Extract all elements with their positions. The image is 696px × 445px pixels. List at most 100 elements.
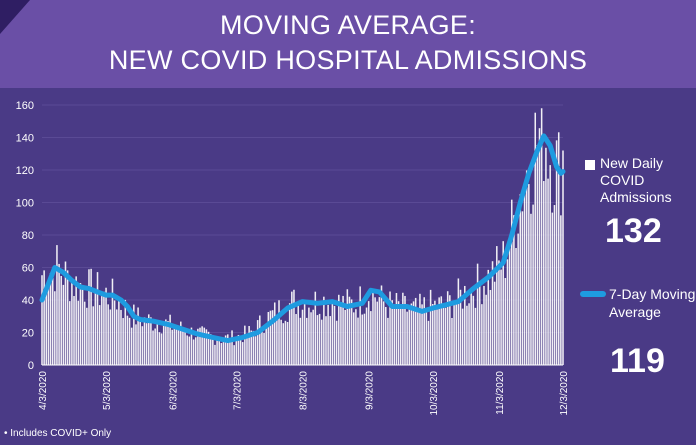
daily-bar bbox=[538, 128, 541, 365]
daily-bar bbox=[137, 307, 139, 365]
daily-bar bbox=[237, 334, 240, 365]
daily-bar bbox=[472, 295, 475, 365]
daily-bar bbox=[224, 335, 227, 365]
daily-bar bbox=[553, 205, 556, 365]
daily-bar bbox=[555, 140, 558, 365]
daily-bar bbox=[333, 305, 336, 365]
daily-bar bbox=[235, 339, 238, 365]
daily-bar bbox=[92, 306, 95, 365]
daily-bar bbox=[402, 292, 404, 365]
daily-bar bbox=[517, 233, 519, 365]
daily-admissions-bars bbox=[41, 108, 564, 365]
daily-bar bbox=[372, 288, 374, 365]
daily-bar bbox=[523, 189, 526, 365]
corner-decoration bbox=[0, 0, 30, 34]
daily-bar bbox=[340, 305, 342, 365]
daily-bar bbox=[557, 132, 560, 365]
daily-bar bbox=[118, 299, 120, 365]
y-tick-label: 160 bbox=[16, 100, 34, 112]
daily-bar bbox=[382, 301, 385, 365]
daily-bar bbox=[207, 331, 210, 365]
daily-bar bbox=[344, 309, 346, 365]
y-tick-label: 80 bbox=[22, 230, 34, 242]
x-tick-label: 10/3/2020 bbox=[429, 371, 440, 416]
daily-bar bbox=[404, 295, 406, 365]
daily-bar bbox=[278, 300, 280, 365]
daily-bar bbox=[543, 181, 545, 365]
daily-bar bbox=[216, 340, 218, 365]
daily-bar bbox=[310, 312, 312, 365]
daily-bar bbox=[536, 145, 539, 365]
daily-bar bbox=[391, 300, 393, 365]
chart-title-line-1: MOVING AVERAGE: bbox=[219, 10, 477, 40]
daily-bar bbox=[389, 291, 391, 365]
daily-bar bbox=[122, 318, 124, 365]
daily-bar bbox=[510, 199, 513, 365]
daily-bar bbox=[133, 304, 135, 365]
daily-bar bbox=[105, 287, 107, 365]
daily-bar bbox=[329, 316, 332, 365]
daily-bar bbox=[233, 345, 235, 365]
daily-bar bbox=[359, 286, 361, 365]
daily-bar bbox=[192, 339, 195, 365]
daily-bar bbox=[197, 328, 199, 365]
daily-bar bbox=[534, 112, 537, 365]
daily-bar bbox=[414, 297, 417, 365]
daily-bar bbox=[453, 305, 455, 365]
title-banner: MOVING AVERAGE: NEW COVID HOSPITAL ADMIS… bbox=[0, 0, 696, 88]
daily-bar bbox=[86, 307, 88, 365]
daily-bar bbox=[273, 302, 276, 365]
daily-bar bbox=[483, 285, 485, 365]
daily-bar bbox=[154, 328, 156, 365]
daily-bar bbox=[493, 281, 496, 365]
daily-bar bbox=[374, 297, 376, 365]
daily-bar bbox=[489, 289, 492, 365]
daily-bar bbox=[261, 328, 263, 365]
daily-bar bbox=[162, 325, 165, 365]
daily-bar bbox=[540, 108, 543, 365]
daily-bar bbox=[98, 305, 101, 365]
daily-bar bbox=[551, 212, 554, 365]
daily-bar bbox=[120, 309, 122, 365]
daily-bar bbox=[54, 291, 56, 365]
daily-bar bbox=[338, 294, 340, 365]
daily-bar bbox=[498, 260, 500, 365]
daily-bar bbox=[545, 147, 547, 365]
x-tick-label: 6/3/2020 bbox=[168, 371, 179, 410]
daily-bar bbox=[466, 305, 468, 365]
daily-bar bbox=[474, 307, 477, 365]
daily-bar bbox=[109, 309, 112, 365]
daily-bar bbox=[188, 336, 191, 365]
daily-bar bbox=[378, 297, 381, 365]
daily-bar bbox=[212, 335, 214, 365]
daily-bar bbox=[412, 301, 415, 365]
daily-bar bbox=[306, 317, 308, 365]
daily-bar bbox=[318, 313, 321, 365]
daily-bar bbox=[367, 301, 370, 365]
legend-daily-label-2: COVID bbox=[600, 172, 645, 188]
daily-bar bbox=[130, 327, 133, 365]
daily-bar bbox=[451, 317, 453, 365]
average-latest-value: 119 bbox=[610, 342, 665, 380]
admissions-chart: 0 20 40 60 80 100 120 140 160 4/3/2020 5/3/2020 6/3… bbox=[16, 100, 570, 416]
daily-bar bbox=[126, 315, 129, 365]
daily-bar bbox=[231, 330, 233, 365]
daily-bar bbox=[167, 321, 169, 365]
daily-bar bbox=[205, 329, 208, 365]
daily-bar bbox=[128, 317, 131, 365]
daily-bar bbox=[352, 312, 355, 365]
daily-bar bbox=[419, 293, 421, 365]
daily-bar bbox=[288, 303, 291, 365]
daily-bar bbox=[265, 328, 267, 365]
daily-bar bbox=[346, 289, 349, 365]
daily-bar bbox=[248, 326, 250, 365]
daily-bar bbox=[43, 270, 45, 365]
daily-bar bbox=[331, 303, 334, 365]
daily-bar bbox=[519, 194, 522, 365]
daily-bar bbox=[222, 340, 225, 365]
y-tick-label: 40 bbox=[22, 295, 34, 307]
daily-bar bbox=[357, 317, 359, 365]
daily-bar bbox=[158, 332, 161, 365]
legend-daily-label-3: Admissions bbox=[600, 189, 672, 205]
daily-bar bbox=[459, 289, 462, 365]
